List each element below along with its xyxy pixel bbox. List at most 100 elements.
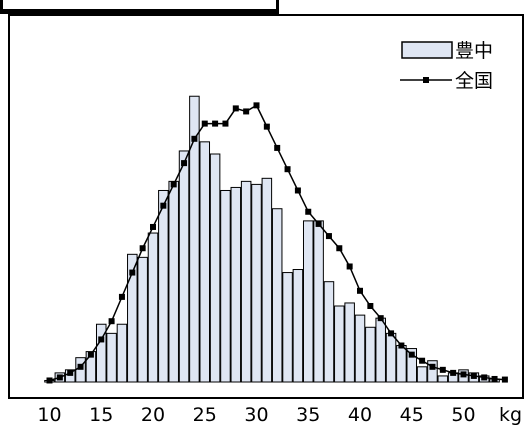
legend-swatch-bar [401,41,453,59]
x-tick-label: 50 [451,404,475,426]
line-point [450,369,457,376]
line-point [439,366,446,373]
line-point [325,233,332,240]
bar [334,305,345,383]
bar [375,317,386,383]
line-point [470,372,477,379]
bar [385,332,397,383]
x-tick-label: 40 [348,404,372,426]
bar [427,360,438,383]
bar [209,153,221,383]
bar [64,369,76,383]
bar [292,269,304,383]
legend: 豊中 全国 [400,40,493,92]
line-point [108,318,115,325]
line-point [491,375,498,382]
x-tick-label: 15 [89,404,113,426]
line-point [77,363,84,370]
x-tick-label: 45 [400,404,424,426]
line-point [367,303,374,309]
line-point [336,245,343,252]
line-point [67,369,74,376]
bar [168,180,179,383]
bar [199,141,211,383]
line-point [346,263,353,270]
line-point [150,223,156,230]
x-tick-label: 20 [141,404,165,426]
x-tick-label: 10 [37,404,61,426]
line-series [46,102,508,384]
bar [406,348,418,383]
legend-label-series-2: 全国 [455,70,493,92]
line-point [357,287,363,294]
legend-swatch-marker [423,77,429,83]
bar [396,345,407,383]
line-point [243,108,250,115]
line-point [160,202,167,209]
bar [261,177,273,383]
bar [116,323,128,383]
bar [106,332,117,383]
line-point [481,374,488,381]
bar [158,189,169,383]
line-point [56,374,63,381]
bar [147,232,159,383]
line-point [460,371,467,378]
bar [313,220,324,383]
bar [323,281,335,383]
x-unit-label: kg [499,404,522,426]
line-point [181,160,188,167]
x-tick-label: 30 [244,404,268,426]
line-point [419,357,426,364]
bar [271,208,283,383]
bar [127,253,138,383]
bar [189,95,200,383]
bar [437,375,449,383]
bar [230,186,242,383]
line-point [294,187,301,194]
bar [416,366,428,383]
x-tick-label: 35 [296,404,320,426]
bar [240,180,252,383]
bar [282,272,293,383]
bar [220,189,231,383]
bar [354,314,366,383]
line-point [129,269,136,276]
line-point [191,135,198,142]
line-point [253,102,260,109]
line-point [222,120,229,127]
line-point [274,144,281,151]
bar [251,183,262,383]
line-point [87,351,94,358]
bar [178,150,190,383]
bar [137,256,148,383]
line-point [263,123,270,130]
bar [344,302,355,383]
line-point [501,376,508,383]
bar [95,323,107,383]
legend-label-series-1: 豊中 [455,40,493,62]
title-bar-inner [3,0,276,9]
line-point [201,120,208,127]
x-tick-label: 25 [193,404,217,426]
line-point [377,315,384,322]
line-point [284,166,291,173]
line-point [139,245,146,252]
line-point [212,120,219,127]
line-point [170,181,177,188]
bar [302,220,314,383]
line-point [388,330,395,337]
line-point [398,342,405,349]
line-point [305,208,312,215]
bar [365,326,376,383]
line-point [46,377,53,384]
line-point [408,351,415,358]
line-point [315,220,322,227]
x-tick-labels: 10 15 20 25 30 35 40 45 50 [37,404,475,426]
line-point [429,363,436,370]
bar [75,357,86,383]
bar [85,351,97,383]
line-point [98,336,105,343]
line-point [118,293,125,300]
